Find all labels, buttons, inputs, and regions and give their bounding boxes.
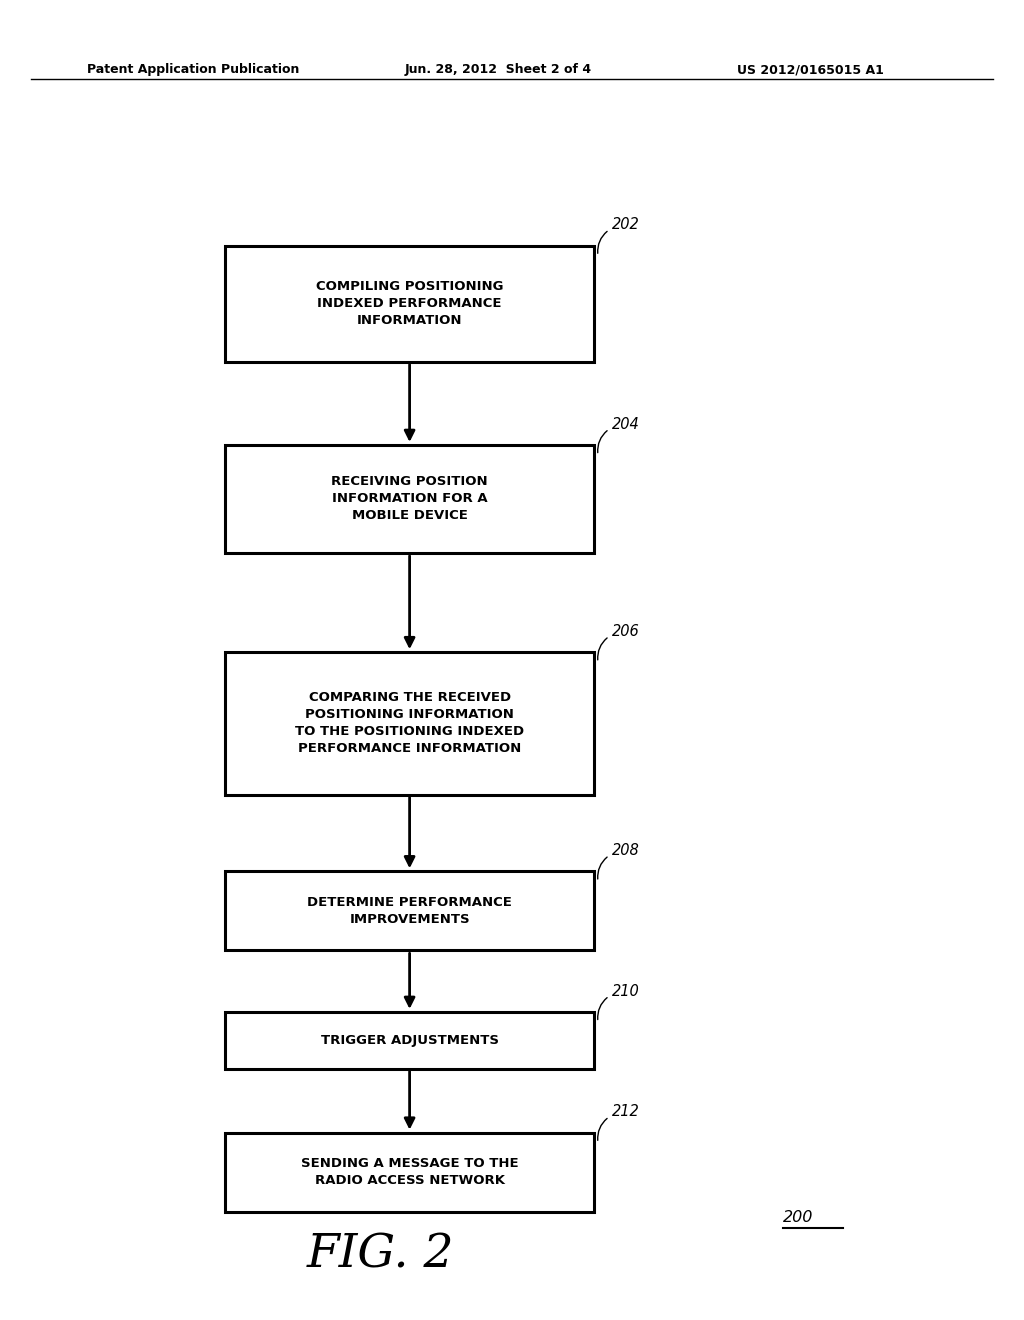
Text: 202: 202 [612,218,640,232]
Text: COMPILING POSITIONING
INDEXED PERFORMANCE
INFORMATION: COMPILING POSITIONING INDEXED PERFORMANC… [315,280,504,327]
Text: SENDING A MESSAGE TO THE
RADIO ACCESS NETWORK: SENDING A MESSAGE TO THE RADIO ACCESS NE… [301,1158,518,1187]
Text: 206: 206 [612,624,640,639]
Text: TRIGGER ADJUSTMENTS: TRIGGER ADJUSTMENTS [321,1034,499,1047]
Bar [225,1011,594,1069]
Bar [225,652,594,795]
Text: 200: 200 [783,1210,814,1225]
Text: US 2012/0165015 A1: US 2012/0165015 A1 [737,63,884,77]
Bar [225,1133,594,1212]
Text: 204: 204 [612,417,640,432]
Text: Jun. 28, 2012  Sheet 2 of 4: Jun. 28, 2012 Sheet 2 of 4 [404,63,592,77]
Text: 210: 210 [612,983,640,998]
Text: 212: 212 [612,1105,640,1119]
Bar [225,246,594,362]
Text: RECEIVING POSITION
INFORMATION FOR A
MOBILE DEVICE: RECEIVING POSITION INFORMATION FOR A MOB… [332,475,487,523]
Text: COMPARING THE RECEIVED
POSITIONING INFORMATION
TO THE POSITIONING INDEXED
PERFOR: COMPARING THE RECEIVED POSITIONING INFOR… [295,692,524,755]
Text: 208: 208 [612,843,640,858]
Text: DETERMINE PERFORMANCE
IMPROVEMENTS: DETERMINE PERFORMANCE IMPROVEMENTS [307,896,512,925]
Bar [225,445,594,553]
Text: Patent Application Publication: Patent Application Publication [87,63,299,77]
Bar [225,871,594,950]
Text: FIG. 2: FIG. 2 [307,1233,455,1278]
